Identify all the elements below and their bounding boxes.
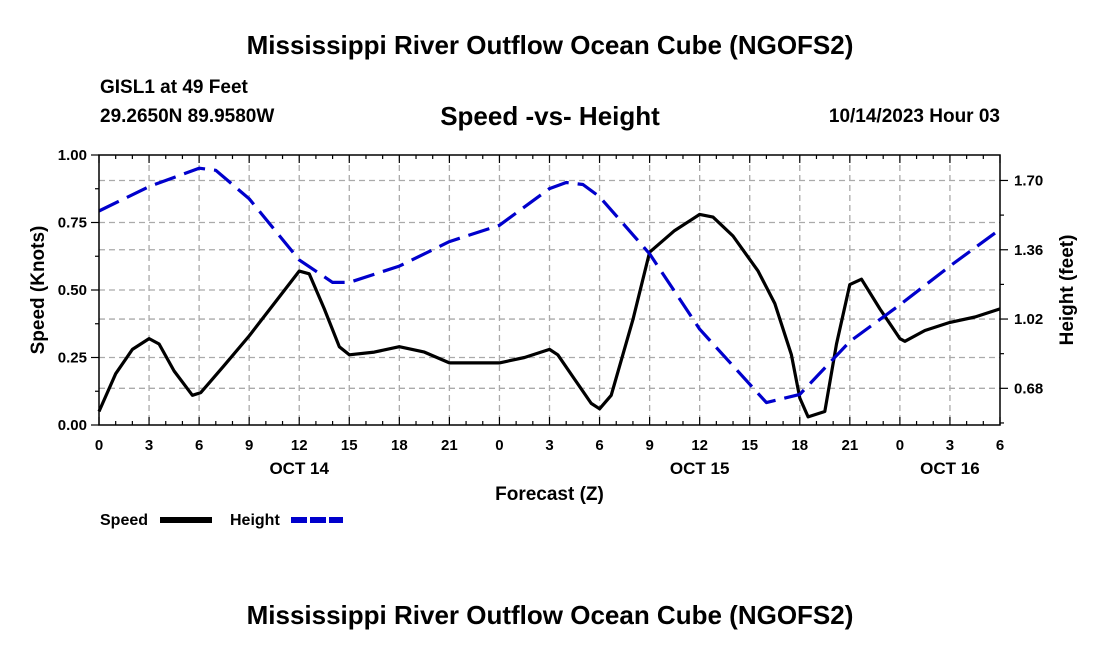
y-tick-label: 0.25	[58, 350, 87, 367]
y2-tick-label: 0.68	[1014, 380, 1043, 397]
x-tick-label: 6	[595, 437, 603, 454]
x-tick-label: 3	[946, 437, 954, 454]
legend: Speed Height	[100, 512, 343, 529]
y-tick-label: 0.75	[58, 215, 87, 232]
x-tick-label: 6	[996, 437, 1004, 454]
station-coordinates: 29.2650N 89.9580W	[100, 106, 275, 127]
x-tick-label: 6	[195, 437, 203, 454]
x-tick-label: 9	[645, 437, 653, 454]
y-tick-label: 0.50	[58, 282, 87, 299]
y2-tick-label: 1.36	[1014, 242, 1043, 259]
station-name: GISL1 at 49 Feet	[100, 77, 248, 98]
x-tick-label: 9	[245, 437, 253, 454]
x-tick-label: 0	[495, 437, 503, 454]
chart-subtitle: Speed -vs- Height	[440, 101, 660, 131]
grid-lines	[99, 155, 1000, 425]
x-tick-label: 0	[896, 437, 904, 454]
legend-label-speed: Speed	[100, 512, 148, 529]
y-tick-label: 0.00	[58, 417, 87, 434]
y-axis-title: Speed (Knots)	[28, 226, 49, 355]
x-tick-label: 15	[341, 437, 358, 454]
y2-tick-label: 1.02	[1014, 311, 1043, 328]
legend-label-height: Height	[230, 512, 280, 529]
y-tick-label: 1.00	[58, 147, 87, 164]
x-tick-label: 21	[441, 437, 458, 454]
x-day-label: OCT 15	[670, 459, 730, 478]
speed-series-line	[97, 212, 1001, 419]
axis-labels: 0 3 6 9 12 15 18 21 0 3 6 9 12 15 18 21 0 3 6 OCT 14 OCT 15 O…	[28, 147, 1078, 505]
x-tick-label: 18	[391, 437, 408, 454]
x-day-label: OCT 14	[269, 459, 329, 478]
y2-tick-label: 1.70	[1014, 172, 1043, 189]
x-tick-label: 21	[841, 437, 858, 454]
x-tick-label: 12	[691, 437, 708, 454]
x-tick-label: 15	[741, 437, 758, 454]
height-series-line	[98, 166, 1001, 405]
series-lines	[97, 166, 1001, 419]
axes	[91, 154, 1008, 426]
x-tick-label: 18	[791, 437, 808, 454]
forecast-datetime: 10/14/2023 Hour 03	[828, 106, 1000, 127]
x-tick-label: 3	[545, 437, 553, 454]
x-tick-label: 3	[145, 437, 153, 454]
chart-title: Mississippi River Outflow Ocean Cube (NG…	[246, 30, 854, 60]
y2-axis-title: Height (feet)	[1057, 235, 1078, 346]
footer-title: Mississippi River Outflow Ocean Cube (NG…	[246, 600, 854, 630]
x-tick-label: 0	[95, 437, 103, 454]
x-axis-title: Forecast (Z)	[495, 484, 604, 505]
x-tick-label: 12	[291, 437, 308, 454]
x-day-label: OCT 16	[920, 459, 980, 478]
